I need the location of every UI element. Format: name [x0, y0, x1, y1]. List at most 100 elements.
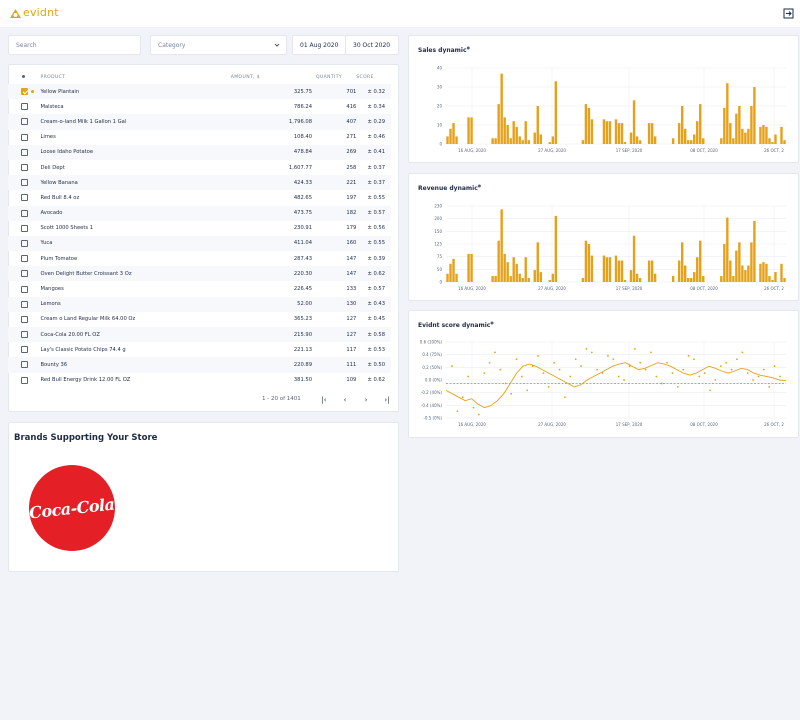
bar[interactable] — [539, 134, 542, 145]
bar[interactable] — [768, 138, 771, 144]
first-page-button[interactable]: |‹ — [321, 396, 327, 404]
bar[interactable] — [452, 258, 455, 282]
score-point[interactable] — [607, 354, 609, 357]
bar[interactable] — [605, 121, 609, 144]
bar[interactable] — [702, 276, 705, 282]
bar[interactable] — [735, 250, 738, 282]
score-point[interactable] — [547, 386, 550, 388]
bar[interactable] — [771, 142, 774, 144]
bar[interactable] — [503, 117, 506, 144]
score-point[interactable] — [762, 368, 765, 371]
bar[interactable] — [602, 255, 606, 282]
bar[interactable] — [783, 140, 786, 144]
row-checkbox[interactable] — [21, 346, 28, 354]
score-point[interactable] — [682, 368, 685, 371]
row-checkbox[interactable] — [21, 209, 28, 217]
row-checkbox[interactable] — [21, 270, 28, 278]
row-checkbox[interactable] — [21, 224, 28, 232]
bar[interactable] — [750, 106, 753, 144]
bar[interactable] — [503, 253, 506, 282]
score-point[interactable] — [709, 389, 711, 392]
score-point[interactable] — [451, 365, 453, 368]
bar[interactable] — [455, 136, 458, 144]
category-select[interactable]: Category — [150, 35, 287, 55]
score-point[interactable] — [779, 375, 781, 378]
bar[interactable] — [614, 255, 618, 282]
score-point[interactable] — [746, 372, 749, 374]
row-checkbox-cell[interactable] — [8, 281, 41, 296]
bar[interactable] — [533, 132, 536, 144]
bar[interactable] — [554, 215, 558, 282]
bar[interactable] — [696, 257, 699, 282]
row-checkbox-cell[interactable] — [8, 235, 41, 252]
row-checkbox-cell[interactable] — [8, 130, 41, 145]
table-row[interactable]: Bounty 36 220.89 111 ± 0.50 — [8, 357, 391, 373]
bar[interactable] — [536, 242, 539, 282]
score-point[interactable] — [515, 358, 518, 361]
bar[interactable] — [702, 138, 705, 144]
score-point[interactable] — [564, 396, 566, 399]
score-point[interactable] — [703, 372, 706, 374]
score-point[interactable] — [483, 372, 486, 374]
bar[interactable] — [741, 128, 744, 144]
bar[interactable] — [521, 140, 524, 144]
bar[interactable] — [768, 276, 771, 282]
table-row[interactable]: Oven Delight Butter Croissant 3 Oz 220.30… — [8, 266, 391, 282]
bar[interactable] — [723, 244, 726, 282]
header-quantity[interactable]: QUANTITY — [316, 74, 343, 80]
row-checkbox[interactable] — [21, 133, 28, 141]
bar[interactable] — [774, 272, 777, 282]
bar[interactable] — [738, 106, 741, 144]
bar[interactable] — [590, 119, 594, 144]
row-checkbox[interactable] — [21, 103, 28, 111]
row-checkbox-cell[interactable] — [8, 312, 41, 327]
bar[interactable] — [524, 121, 527, 144]
bar[interactable] — [762, 262, 765, 282]
app-logo[interactable]: evidnt — [10, 7, 59, 19]
bar[interactable] — [635, 273, 639, 282]
score-point[interactable] — [633, 348, 636, 350]
bar[interactable] — [677, 123, 681, 144]
score-point[interactable] — [768, 386, 771, 388]
table-row[interactable]: Loose Idaho Potatoe 478.84 269 ± 0.41 — [8, 144, 391, 160]
last-page-button[interactable]: ›| — [384, 396, 390, 404]
row-checkbox-cell[interactable] — [8, 296, 41, 312]
row-checkbox[interactable] — [21, 194, 28, 202]
bar[interactable] — [726, 217, 729, 282]
row-checkbox-cell[interactable] — [8, 342, 41, 357]
bar[interactable] — [521, 278, 524, 282]
bar[interactable] — [587, 244, 591, 282]
bar[interactable] — [729, 260, 732, 282]
bar[interactable] — [687, 140, 690, 144]
bar[interactable] — [720, 138, 723, 144]
row-checkbox-cell[interactable] — [8, 251, 41, 266]
score-point[interactable] — [644, 368, 647, 371]
row-checkbox[interactable] — [21, 179, 28, 187]
header-score[interactable]: SCORE — [356, 74, 374, 80]
row-checkbox-cell[interactable] — [8, 160, 41, 175]
bar[interactable] — [650, 123, 654, 144]
bar[interactable] — [554, 81, 558, 144]
bar[interactable] — [455, 273, 458, 282]
prev-page-button[interactable]: ‹ — [343, 396, 347, 404]
bar[interactable] — [732, 138, 735, 144]
bar[interactable] — [494, 138, 497, 144]
bar[interactable] — [632, 235, 636, 282]
table-row[interactable]: Avocado 473.75 182 ± 0.57 — [8, 205, 391, 221]
table-row[interactable]: Yellow Banana 424.33 221 ± 0.37 — [8, 175, 391, 191]
bar[interactable] — [608, 257, 612, 282]
bar[interactable] — [623, 280, 627, 282]
score-point[interactable] — [736, 358, 738, 361]
bar[interactable] — [470, 253, 473, 282]
score-point[interactable] — [655, 375, 658, 378]
row-checkbox-cell[interactable] — [8, 99, 41, 114]
score-point[interactable] — [590, 351, 593, 354]
bar[interactable] — [533, 270, 536, 282]
row-checkbox-cell[interactable] — [8, 175, 41, 191]
bar[interactable] — [590, 255, 594, 282]
bar[interactable] — [629, 132, 633, 144]
row-checkbox-cell[interactable] — [8, 84, 41, 100]
bar[interactable] — [744, 132, 747, 144]
score-point[interactable] — [725, 361, 728, 364]
score-point[interactable] — [650, 351, 652, 354]
